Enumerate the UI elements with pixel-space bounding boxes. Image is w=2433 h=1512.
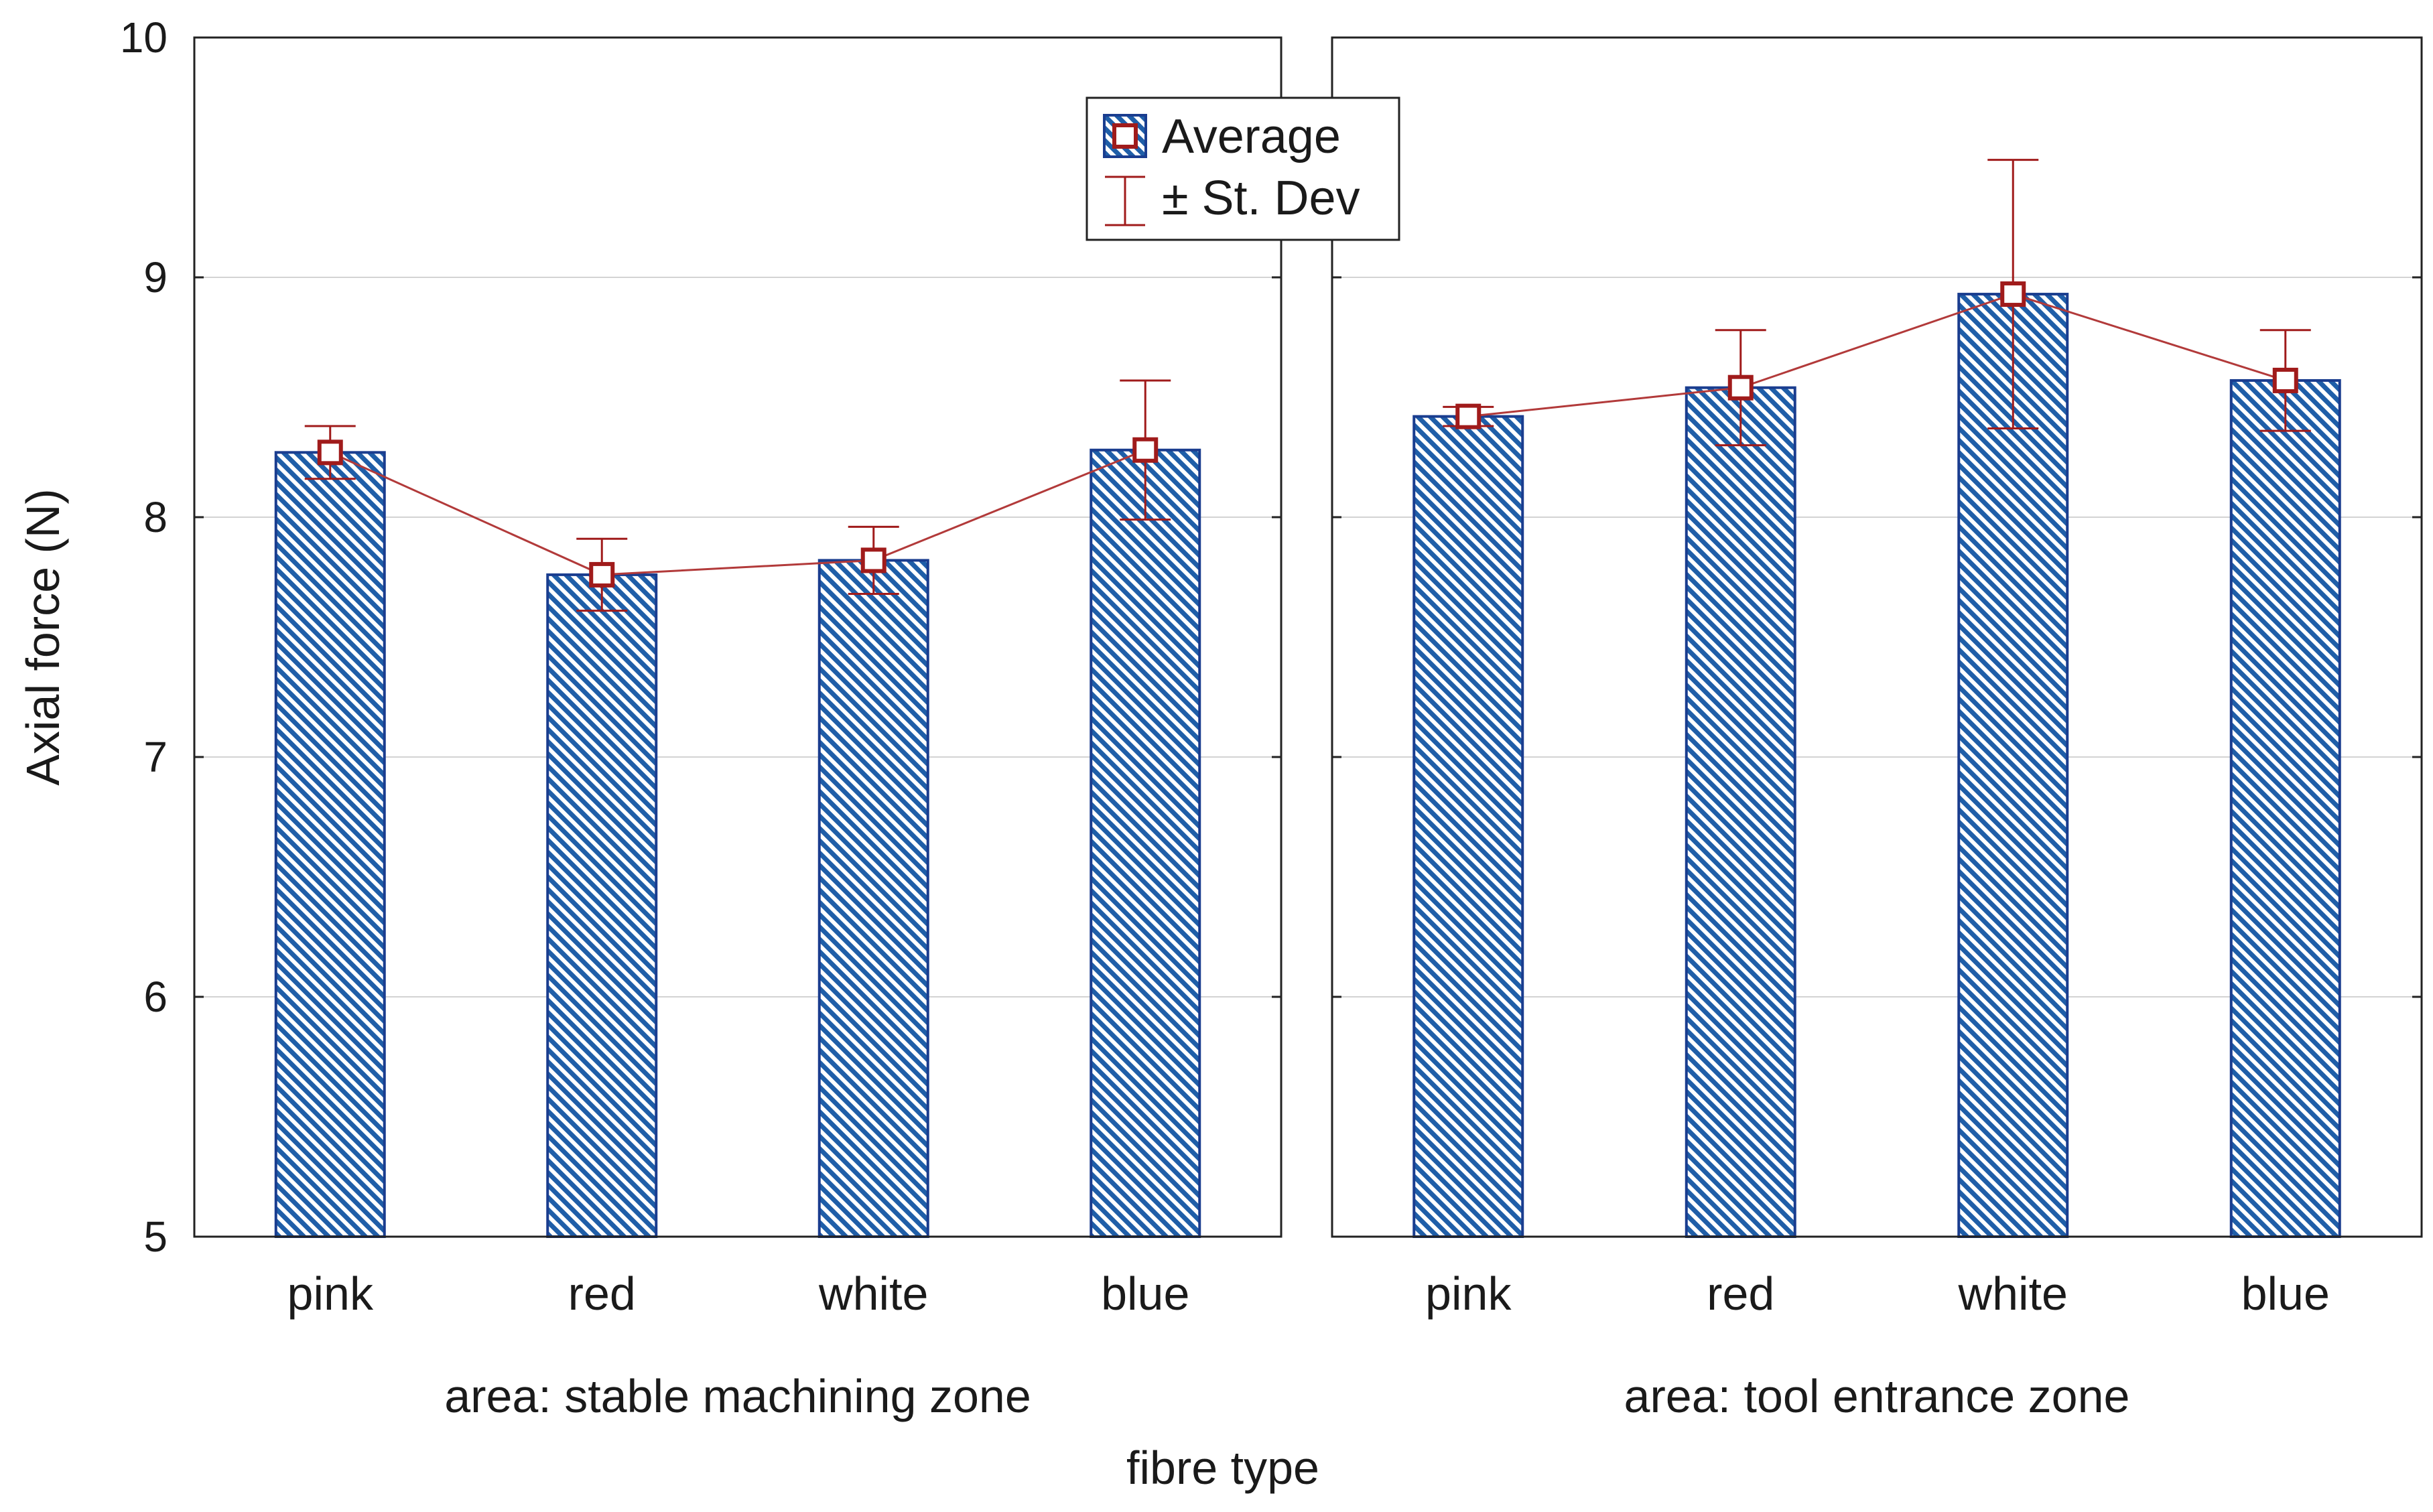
bar-red [1685, 386, 1796, 1238]
category-label: white [818, 1267, 928, 1320]
average-marker-pink [1455, 403, 1482, 429]
legend-label-average: Average [1162, 110, 1341, 163]
bar-red [546, 573, 658, 1238]
bar-white [817, 559, 929, 1238]
category-label: pink [287, 1267, 374, 1320]
bar-pink [1412, 415, 1524, 1238]
average-marker-blue [1132, 437, 1159, 463]
average-marker-red [1727, 374, 1754, 401]
panel-frame [1331, 36, 2423, 1238]
y-tick-label: 6 [143, 973, 168, 1021]
category-label: red [568, 1267, 636, 1320]
legend: Average ± St. Dev [1086, 96, 1400, 241]
y-tick-label: 5 [143, 1213, 168, 1261]
bar-white [1957, 293, 2069, 1238]
average-marker-pink [317, 439, 343, 466]
average-marker-blue [2272, 367, 2298, 393]
legend-swatch-marker [1112, 123, 1138, 149]
bars-layer [274, 293, 2341, 1239]
average-line [330, 449, 1146, 576]
category-label: blue [1101, 1267, 1189, 1320]
bar-blue [2229, 379, 2341, 1239]
average-marker-red [589, 561, 615, 588]
y-tick-label: 9 [143, 253, 168, 301]
y-tick-label: 7 [143, 733, 168, 781]
category-label: blue [2241, 1267, 2330, 1320]
grid-layer [194, 277, 2422, 998]
bar-blue [1090, 448, 1201, 1238]
bar-pink [274, 451, 386, 1239]
series-layer [304, 159, 2311, 612]
y-tick-label: 10 [120, 13, 168, 62]
frames-layer [193, 36, 2423, 1238]
text-layer: 5 6 7 8 9 10 pink red white blue area: stable mach… [17, 13, 2330, 1494]
average-line [1468, 293, 2286, 418]
average-marker-white [2000, 281, 2026, 307]
panel-label: area: tool entrance zone [1624, 1370, 2130, 1422]
category-label: pink [1425, 1267, 1512, 1320]
panel-label: area: stable machining zone [444, 1370, 1031, 1422]
panel-frame [193, 36, 1283, 1238]
x-axis-title: fibre type [1126, 1442, 1319, 1494]
y-axis-title: Axial force (N) [17, 488, 69, 785]
y-tick-label: 8 [143, 493, 168, 541]
average-marker-white [860, 547, 886, 573]
category-label: white [1958, 1267, 2068, 1320]
legend-label-stdev: ± St. Dev [1162, 171, 1360, 225]
category-label: red [1707, 1267, 1774, 1320]
